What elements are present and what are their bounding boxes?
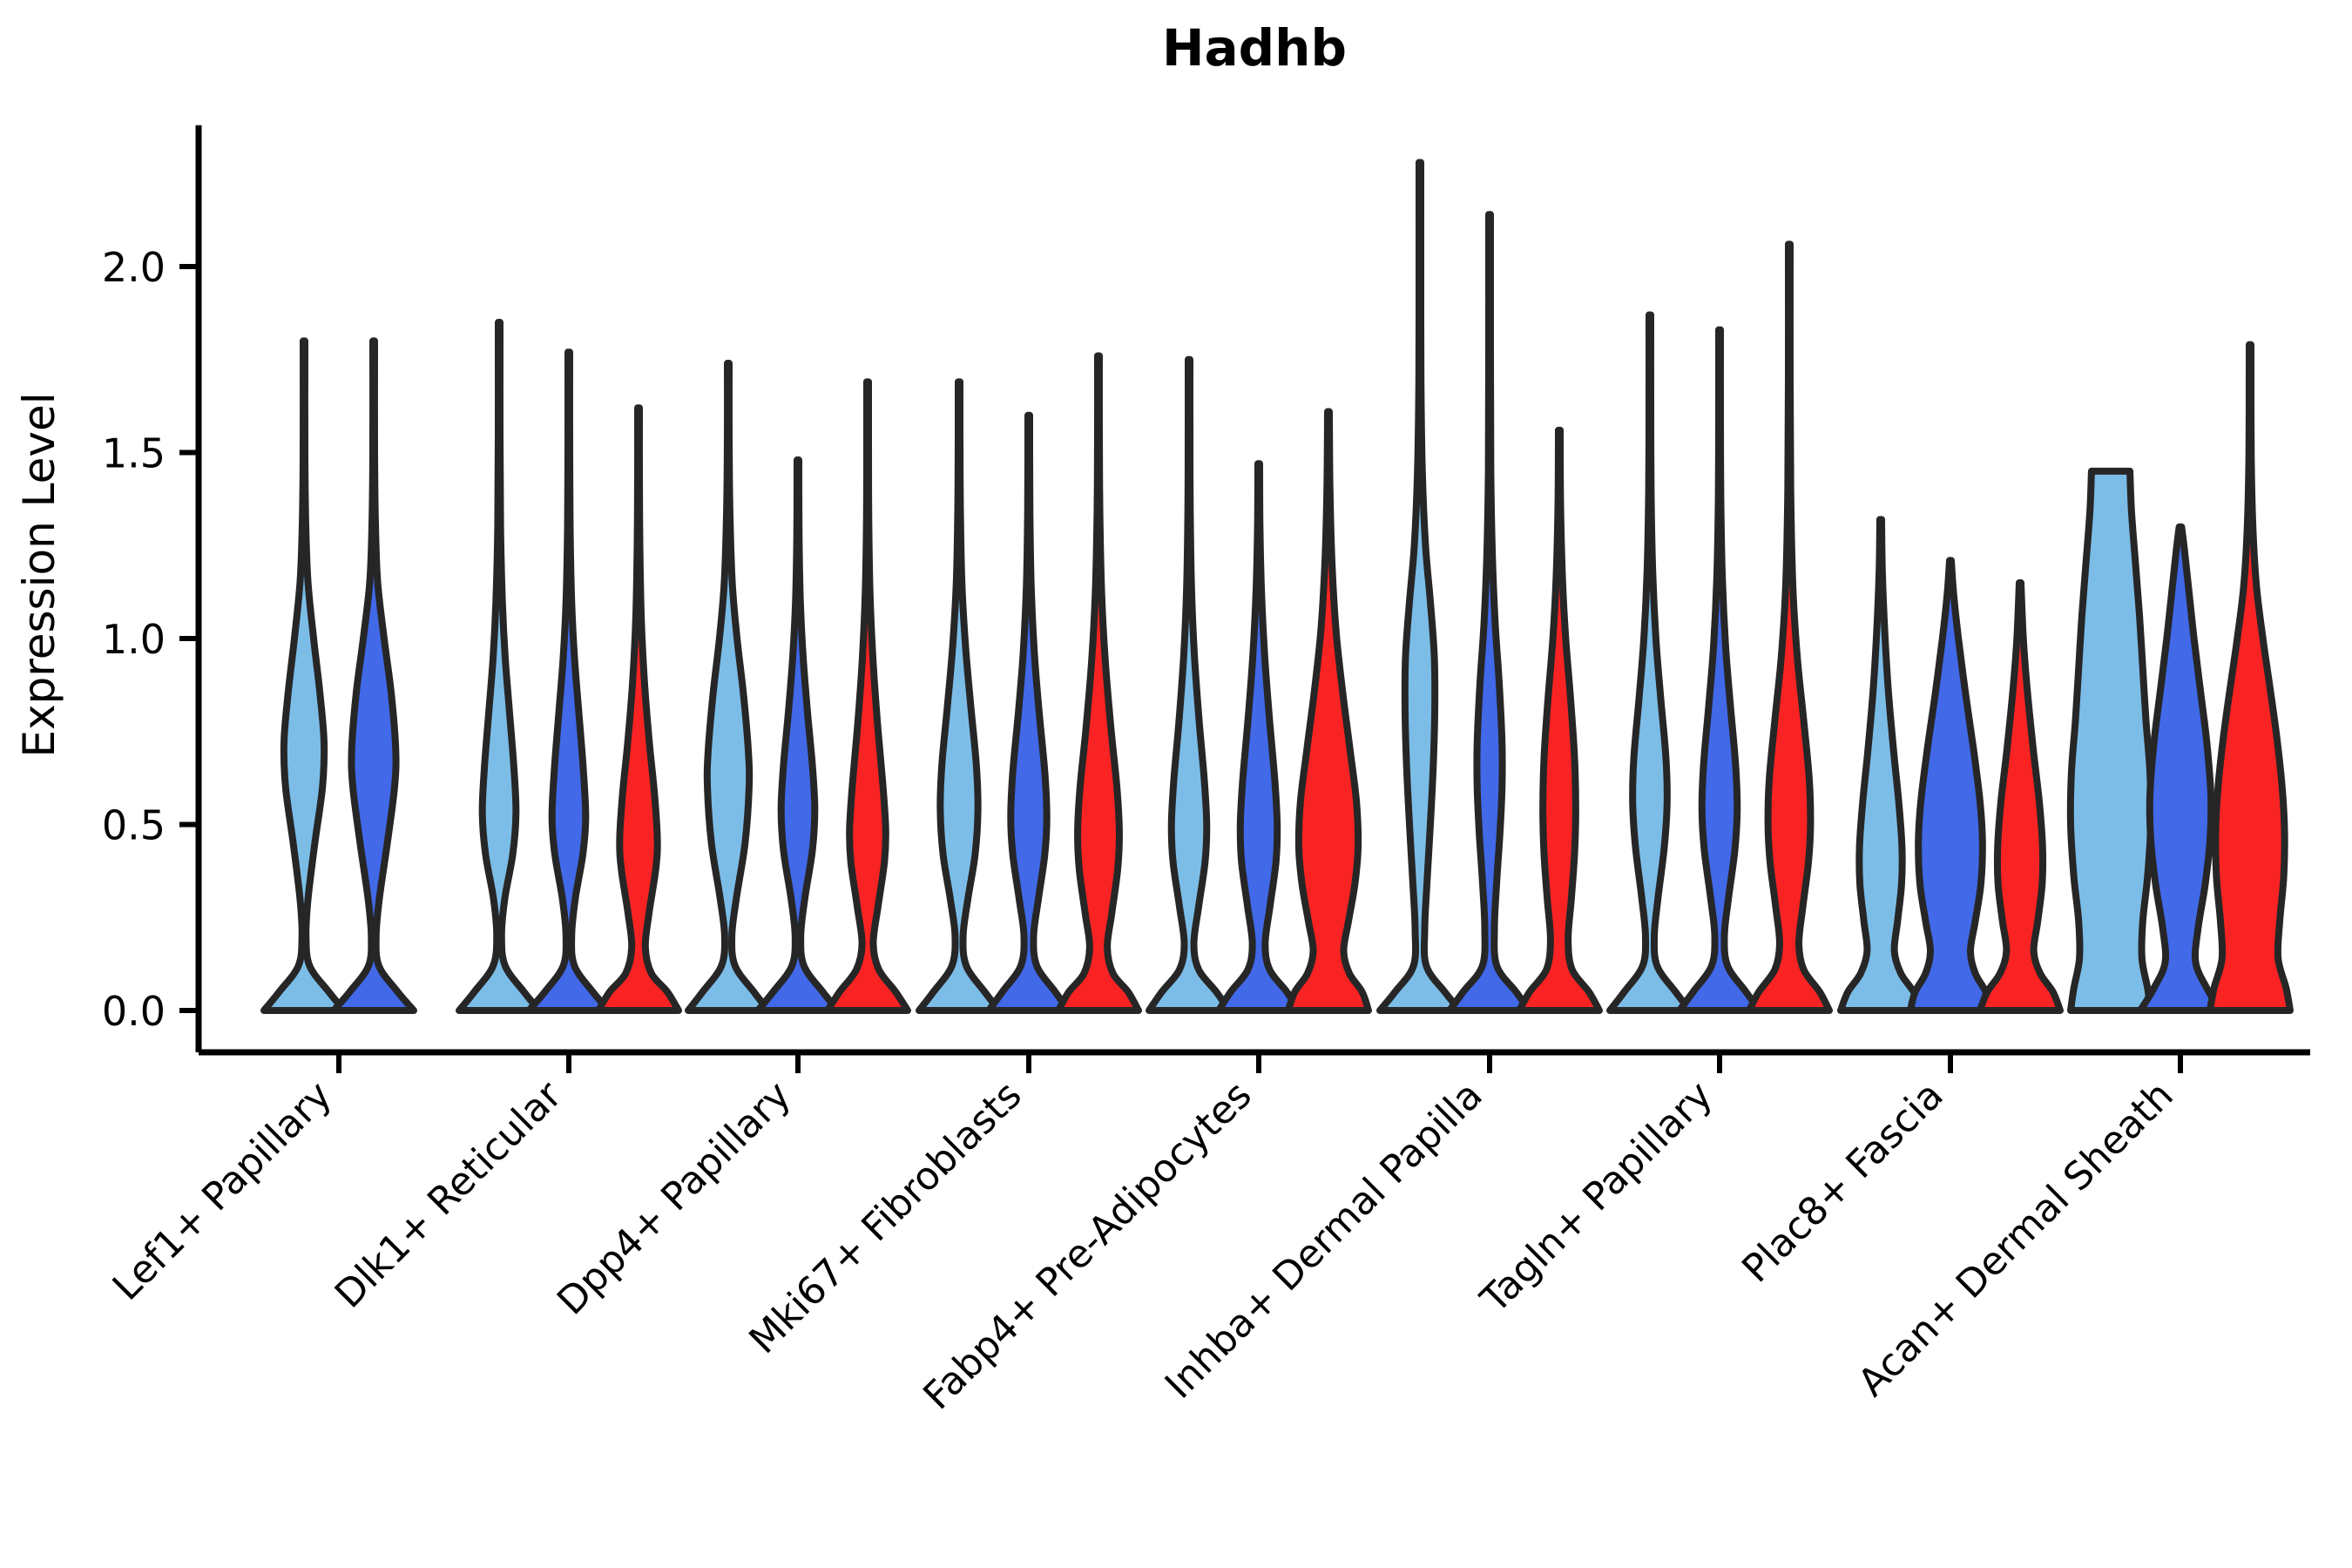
y-tick-label: 1.0 xyxy=(102,616,166,663)
x-tick-label: Dpp4+ Papillary xyxy=(549,1073,800,1324)
violin-shape xyxy=(456,319,543,1014)
violin-shape xyxy=(985,411,1072,1014)
y-axis-label: Expression Level xyxy=(14,392,64,757)
violin-shape xyxy=(824,378,911,1014)
violin-shape xyxy=(1746,240,1833,1014)
violin-shape xyxy=(1837,516,1924,1014)
violin-series-group xyxy=(260,159,2294,1014)
violin-shape xyxy=(1907,557,1994,1014)
violin-shape xyxy=(1516,426,1603,1014)
violin-shape xyxy=(1055,352,1142,1014)
x-tick-label: Plac8+ Fascia xyxy=(1734,1073,1952,1292)
y-axis-ticks: 0.0 0.5 1.0 1.5 2.0 xyxy=(102,244,199,1035)
violin-shape xyxy=(260,337,348,1014)
violin-shape xyxy=(1285,408,1372,1014)
violin-shape xyxy=(1606,311,1693,1014)
x-axis-ticks xyxy=(336,1052,2183,1073)
y-tick-label: 0.5 xyxy=(102,802,166,849)
violin-shape xyxy=(754,456,841,1014)
violin-shape xyxy=(595,404,682,1014)
x-tick-label: Dlk1+ Reticular xyxy=(327,1072,571,1317)
violin-shape xyxy=(2066,467,2155,1014)
violin-shape xyxy=(2207,341,2294,1014)
violin-shape xyxy=(525,348,612,1014)
page-title: Hadhb xyxy=(1162,18,1347,78)
x-tick-label: Lef1+ Papillary xyxy=(105,1073,341,1309)
violin-shape xyxy=(1446,211,1533,1014)
violin-shape xyxy=(685,360,772,1014)
violin-shape xyxy=(1376,159,1463,1014)
violin-shape xyxy=(1676,326,1763,1014)
violin-shape xyxy=(1146,355,1233,1014)
x-tick-label: Tagln+ Papillary xyxy=(1472,1073,1721,1322)
y-tick-label: 2.0 xyxy=(102,244,166,291)
violin-shape xyxy=(1215,460,1302,1014)
violin-shape xyxy=(1977,578,2064,1014)
violin-shape xyxy=(2137,523,2224,1014)
y-tick-label: 0.0 xyxy=(102,988,166,1035)
y-tick-label: 1.5 xyxy=(102,430,166,477)
violin-shape xyxy=(330,337,417,1014)
violin-shape xyxy=(916,378,1003,1014)
